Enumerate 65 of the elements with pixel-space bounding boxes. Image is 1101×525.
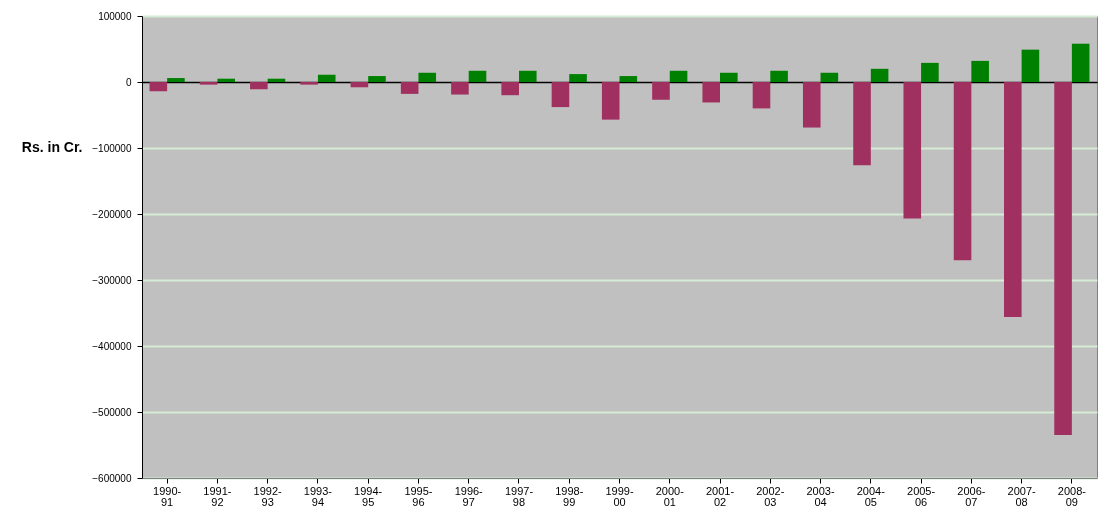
bar [669, 70, 688, 82]
y-tick-label: 100000 [98, 10, 132, 22]
x-tick-label: 2007-08 [1007, 484, 1037, 508]
bar [921, 62, 939, 82]
x-tick-label: 1998-99 [555, 484, 584, 508]
bar [1021, 49, 1040, 82]
bar [601, 82, 620, 120]
bar [250, 82, 268, 90]
bar [199, 82, 218, 85]
bar [702, 82, 721, 103]
bar [652, 82, 670, 100]
bar [167, 78, 185, 82]
bar [149, 82, 168, 92]
x-tick-label: 1995-96 [404, 484, 433, 508]
y-tick-label: 0 [125, 76, 132, 88]
y-tick-label: −400000 [92, 340, 132, 352]
bar [820, 72, 839, 82]
bar [451, 82, 469, 95]
bar [752, 82, 771, 109]
y-axis-title: Rs. in Cr. [21, 139, 83, 156]
bar [770, 70, 788, 82]
bar [368, 76, 386, 82]
bar [400, 82, 419, 94]
bar [501, 82, 519, 96]
bar [720, 72, 738, 82]
bar [551, 82, 570, 108]
bar [619, 76, 638, 82]
bar [418, 72, 437, 82]
y-tick-label: −500000 [92, 406, 132, 418]
x-tick-label: 2008-09 [1057, 484, 1087, 508]
bar [317, 74, 336, 82]
bar [1004, 82, 1022, 317]
bar [569, 74, 587, 82]
x-tick-label: 1999-00 [605, 484, 634, 508]
bar [217, 78, 235, 82]
bar [953, 82, 972, 261]
bar [903, 82, 922, 219]
bar [468, 70, 487, 82]
x-tick-label: 2002-03 [756, 484, 785, 508]
bar [853, 82, 871, 166]
x-tick-label: 1991-92 [203, 484, 232, 508]
x-tick-label: 1990-91 [153, 484, 182, 508]
x-tick-label: 1997-98 [504, 484, 534, 508]
bar [1054, 82, 1072, 436]
bar [1071, 43, 1090, 82]
x-tick-label: 1996-97 [454, 484, 484, 508]
y-tick-label: −300000 [92, 274, 132, 286]
x-tick-label: 2001-02 [705, 484, 735, 508]
bar [802, 82, 821, 128]
x-tick-label: 2003-04 [806, 484, 835, 508]
y-tick-label: −100000 [92, 142, 132, 154]
x-tick-label: 2005-06 [907, 484, 936, 508]
x-tick-label: 2004-05 [856, 484, 886, 508]
x-tick-label: 1992-93 [253, 484, 283, 508]
bar [518, 70, 537, 82]
x-tick-label: 2000-01 [655, 484, 685, 508]
x-tick-label: 1993-94 [303, 484, 333, 508]
y-tick-label: −200000 [92, 208, 132, 220]
x-tick-label: 1994-95 [354, 484, 383, 508]
bar [971, 60, 989, 82]
y-tick-label: −600000 [92, 472, 132, 484]
x-tick-label: 2006-07 [957, 484, 986, 508]
bar [300, 82, 318, 85]
bar [870, 68, 889, 82]
bar [350, 82, 369, 88]
